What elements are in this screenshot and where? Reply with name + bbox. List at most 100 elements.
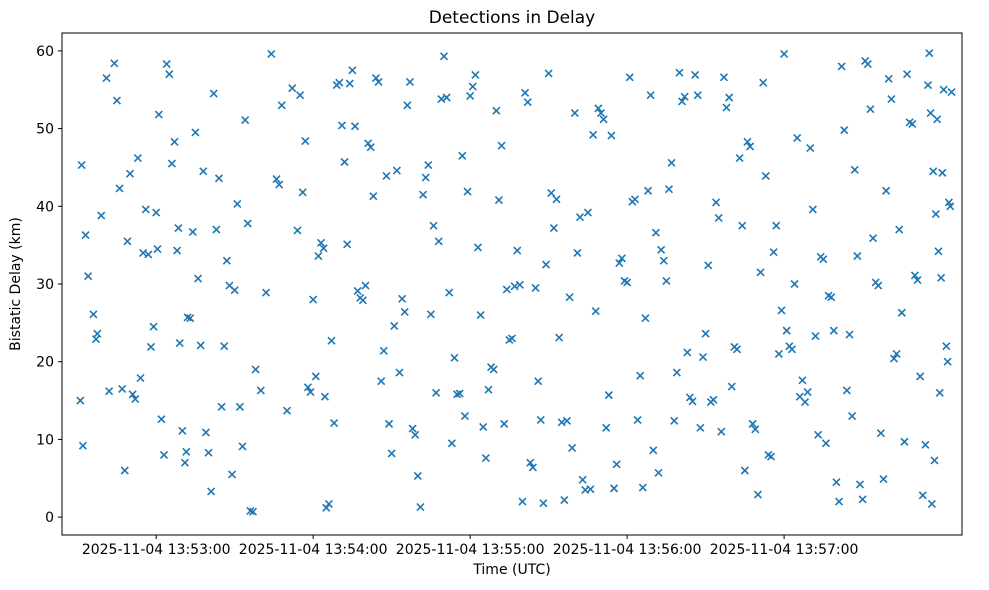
x-tick-label: 2025-11-04 13:57:00 xyxy=(710,542,859,558)
scatter-point-marker xyxy=(850,165,859,174)
scatter-point-marker xyxy=(868,234,878,243)
scatter-point-marker xyxy=(541,260,551,269)
scatter-point-marker xyxy=(591,307,600,316)
scatter-point-marker xyxy=(895,225,904,234)
scatter-point-marker xyxy=(759,78,768,87)
scatter-point-marker xyxy=(570,108,579,118)
scatter-point-marker xyxy=(275,180,284,189)
scatter-point-marker xyxy=(330,419,339,428)
scatter-point-marker xyxy=(387,449,396,458)
scatter-point-marker xyxy=(929,167,938,176)
scatter-point-marker xyxy=(157,415,166,424)
scatter-point-marker xyxy=(596,108,606,118)
scatter-point-marker xyxy=(272,175,281,184)
scatter-point-marker xyxy=(131,394,140,404)
scatter-points xyxy=(76,49,956,516)
scatter-point-marker xyxy=(123,237,132,246)
scatter-point-marker xyxy=(793,133,802,142)
scatter-point-marker xyxy=(884,74,893,83)
scatter-point-marker xyxy=(615,258,624,268)
scatter-point-marker xyxy=(447,439,456,448)
scatter-point-marker xyxy=(316,238,326,247)
scatter-point-marker xyxy=(811,331,820,341)
scatter-point-marker xyxy=(152,208,161,217)
scatter-point-marker xyxy=(947,87,956,97)
scatter-point-marker xyxy=(220,342,229,351)
scatter-point-marker xyxy=(408,424,417,433)
scatter-point-marker xyxy=(887,94,896,104)
scatter-point-marker xyxy=(209,89,218,98)
scatter-point-marker xyxy=(424,161,433,170)
scatter-point-marker xyxy=(421,173,430,182)
scatter-point-marker xyxy=(876,429,885,438)
scatter-point-marker xyxy=(173,246,182,255)
scatter-point-marker xyxy=(735,154,744,163)
scatter-point-marker xyxy=(800,398,810,407)
scatter-point-marker xyxy=(866,105,875,114)
scatter-point-marker xyxy=(879,474,888,484)
scatter-point-marker xyxy=(311,372,320,381)
scatter-point-marker xyxy=(110,59,119,68)
scatter-point-marker xyxy=(939,85,948,94)
scatter-point-marker xyxy=(814,430,823,439)
scatter-point-marker xyxy=(337,121,347,130)
scatter-point-marker xyxy=(193,274,203,283)
scatter-point-marker xyxy=(803,387,812,397)
scatter-point-marker xyxy=(821,439,831,448)
scatter-point-marker xyxy=(455,389,464,398)
scatter-point-marker xyxy=(643,186,653,195)
scatter-point-marker xyxy=(714,213,723,223)
y-tick-label: 40 xyxy=(36,199,54,215)
scatter-point-marker xyxy=(528,463,537,472)
scatter-point-marker xyxy=(136,373,145,383)
scatter-point-marker xyxy=(445,288,454,297)
scatter-point-marker xyxy=(578,475,587,484)
scatter-point-marker xyxy=(790,279,799,289)
scatter-point-marker xyxy=(484,385,493,394)
scatter-point-marker xyxy=(732,345,742,354)
scatter-point-marker xyxy=(926,108,935,118)
scatter-point-marker xyxy=(552,195,561,204)
scatter-point-marker xyxy=(466,91,475,101)
scatter-point-marker xyxy=(609,484,619,493)
scatter-point-marker xyxy=(492,106,501,115)
scatter-point-marker xyxy=(426,310,435,319)
y-tick-label: 60 xyxy=(36,44,54,60)
scatter-point-marker xyxy=(602,423,611,432)
scatter-point-marker xyxy=(174,223,183,233)
scatter-point-marker xyxy=(432,388,441,397)
scatter-point-marker xyxy=(282,406,292,415)
scatter-point-marker xyxy=(497,141,506,150)
scatter-point-marker xyxy=(241,115,250,125)
scatter-point-marker xyxy=(583,208,592,217)
scatter-point-marker xyxy=(366,143,375,152)
scatter-point-marker xyxy=(946,202,955,211)
scatter-point-marker xyxy=(262,288,271,297)
scatter-point-marker xyxy=(301,136,310,146)
scatter-point-marker xyxy=(429,221,438,230)
scatter-point-marker xyxy=(782,326,791,335)
scatter-point-marker xyxy=(153,244,162,254)
scatter-point-marker xyxy=(664,185,674,194)
x-tick-label: 2025-11-04 13:56:00 xyxy=(553,542,702,558)
scatter-point-marker xyxy=(267,49,276,59)
scatter-point-marker xyxy=(534,377,543,386)
scatter-point-marker xyxy=(178,426,187,435)
scatter-point-marker xyxy=(165,70,174,79)
scatter-point-marker xyxy=(657,245,666,254)
scatter-point-marker xyxy=(293,226,302,235)
scatter-point-marker xyxy=(725,93,734,102)
scatter-point-marker xyxy=(848,412,857,421)
scatter-point-marker xyxy=(120,466,129,475)
scatter-point-marker xyxy=(507,334,517,343)
scatter-point-marker xyxy=(930,456,939,465)
scatter-point-marker xyxy=(649,446,658,455)
scatter-point-marker xyxy=(76,396,85,405)
scatter-point-marker xyxy=(227,470,237,479)
scatter-point-marker xyxy=(93,329,102,338)
scatter-point-marker xyxy=(288,84,297,93)
scatter-point-marker xyxy=(471,70,480,80)
scatter-point-marker xyxy=(753,490,762,499)
scatter-point-marker xyxy=(902,70,912,79)
chart-title: Detections in Delay xyxy=(428,8,596,28)
